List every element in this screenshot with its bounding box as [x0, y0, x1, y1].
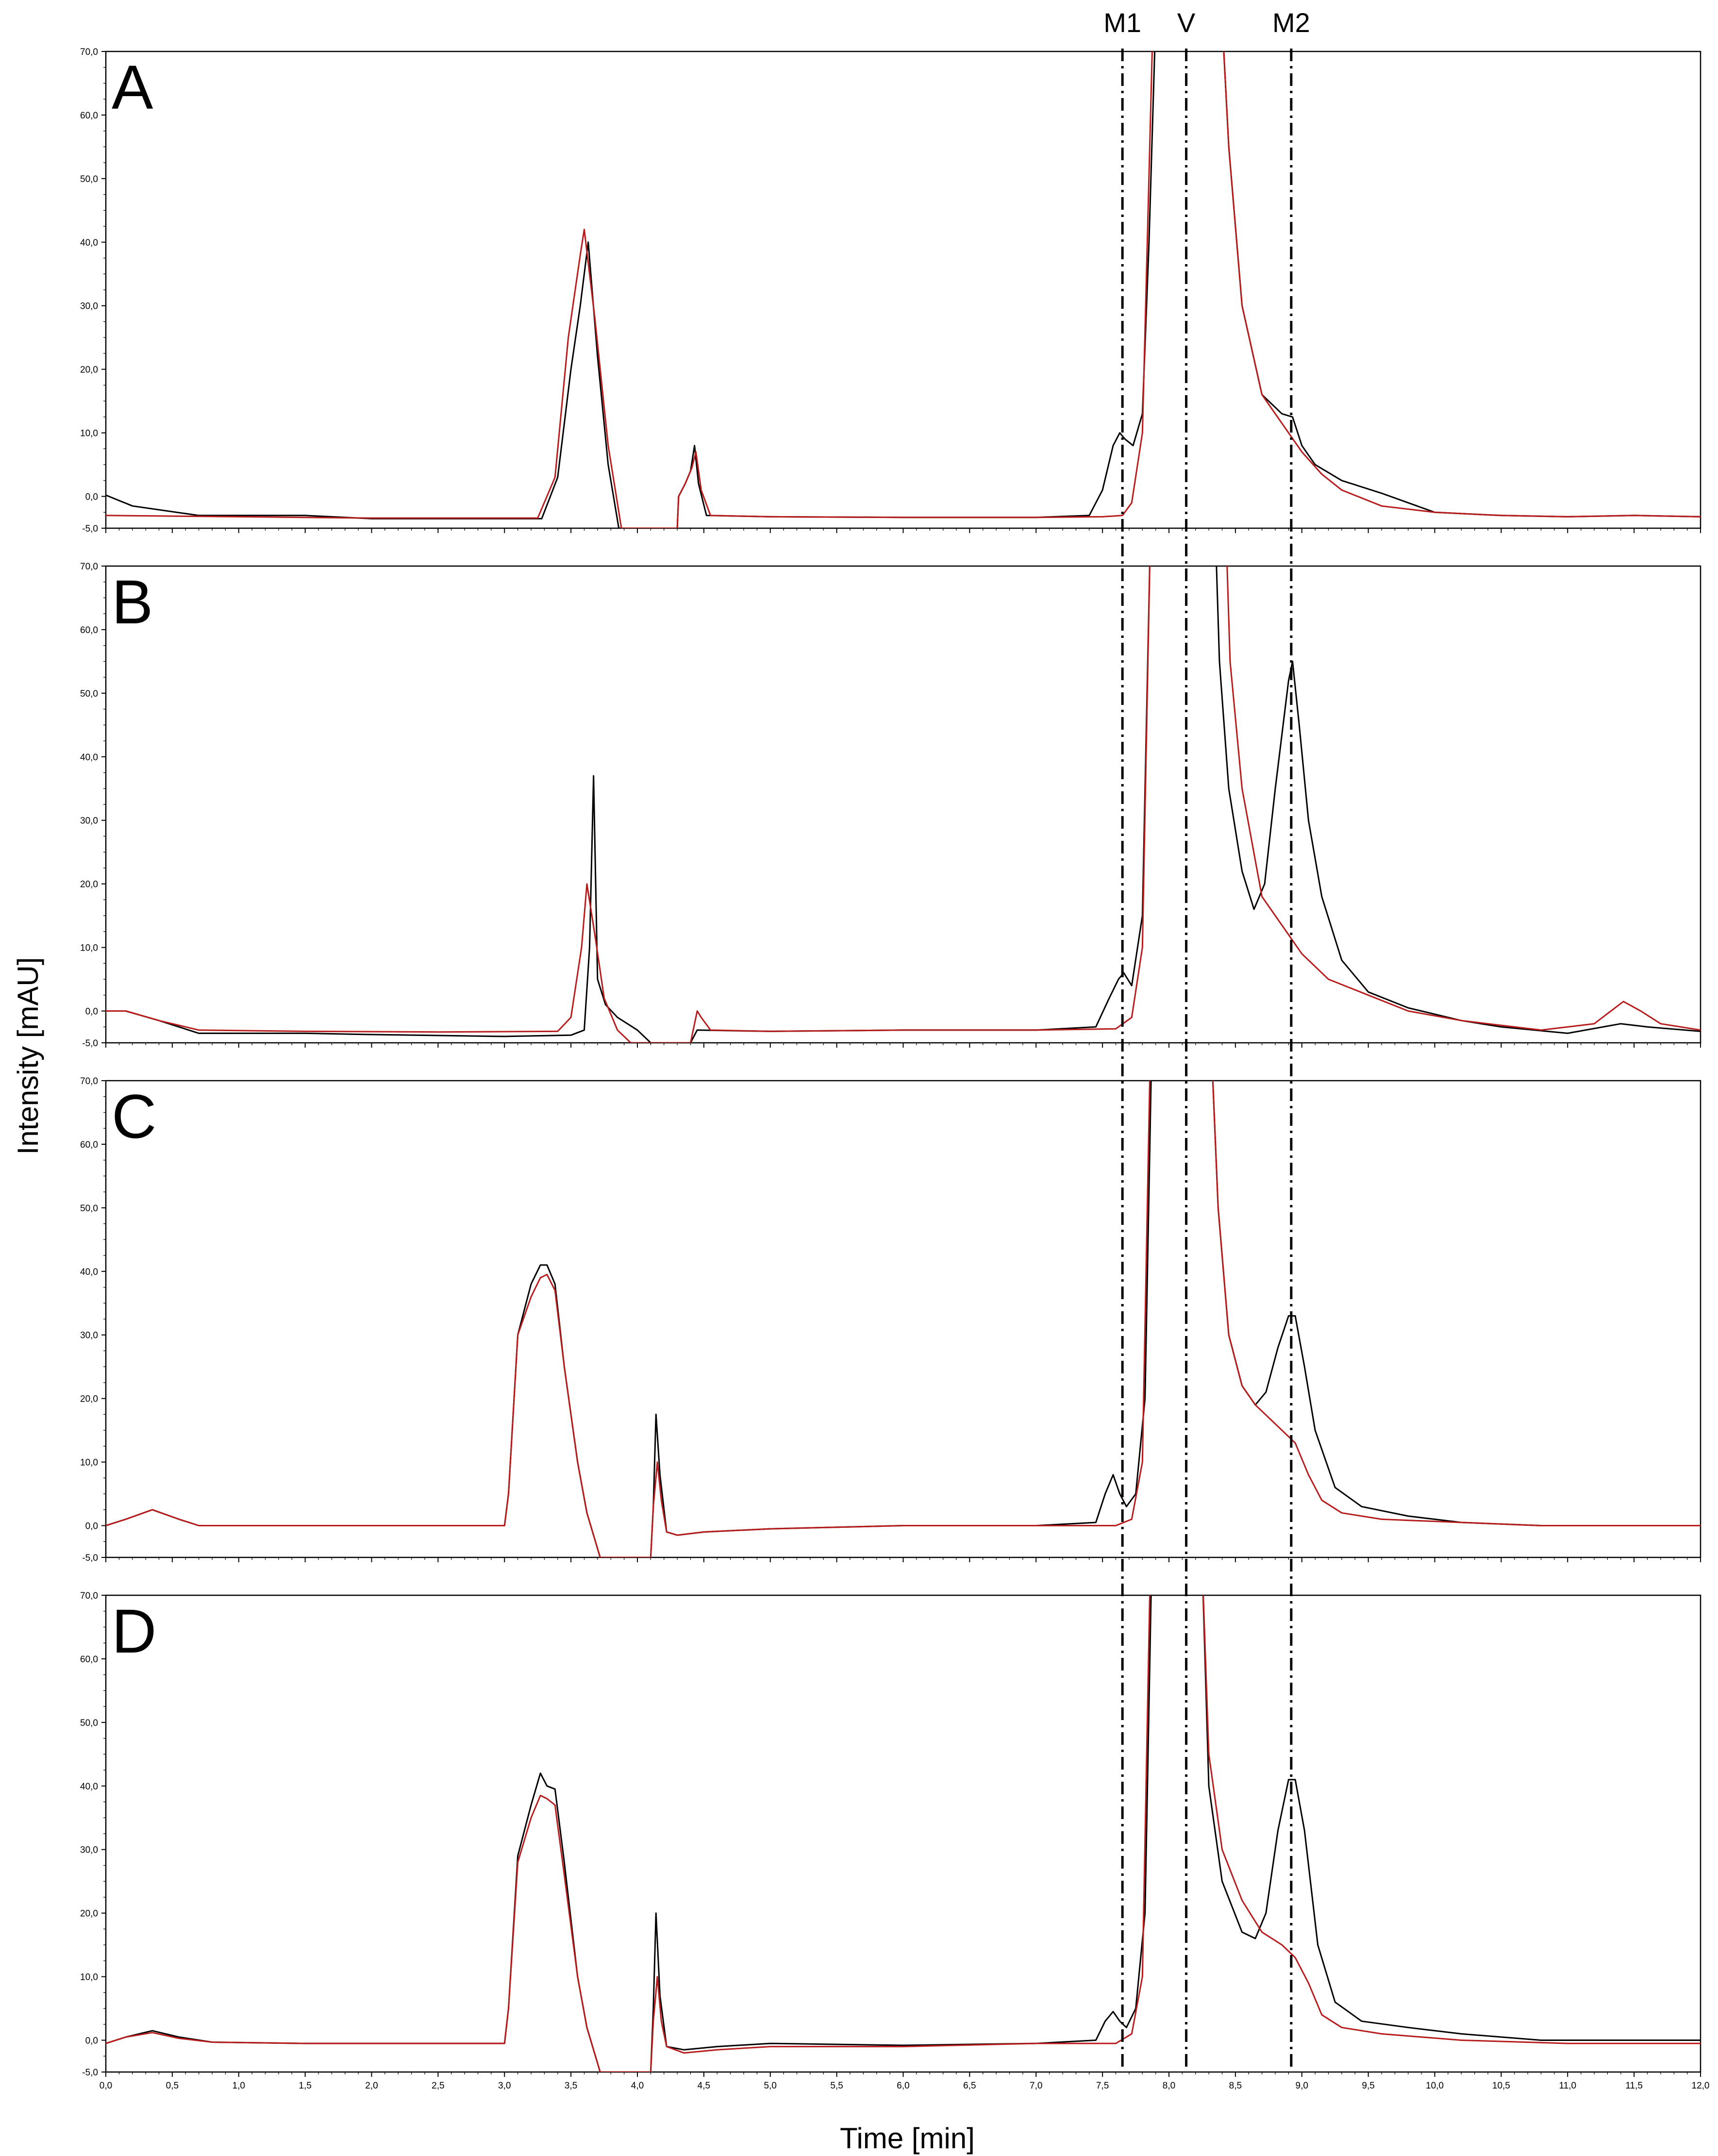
series-line-red: [106, 1081, 1701, 1557]
panel-label: B: [112, 568, 153, 637]
x-axis-title: Time [min]: [840, 2122, 975, 2155]
x-tick-label: 9,0: [1296, 2081, 1308, 2091]
panel-label: A: [112, 53, 153, 122]
x-tick-label: 7,5: [1096, 2081, 1109, 2091]
y-tick-label: -5,0: [82, 1553, 98, 1563]
y-tick-label: 20,0: [80, 1394, 98, 1404]
y-tick-label: 40,0: [80, 1267, 98, 1277]
x-tick-label: 2,5: [432, 2081, 444, 2091]
y-tick-label: 70,0: [80, 1076, 98, 1086]
y-tick-label: 20,0: [80, 1909, 98, 1919]
y-tick-label: 30,0: [80, 1845, 98, 1855]
panel-a: -5,0 0,0 10,0 20,0 30,0 40,0 50,0 60,0 70,0 A: [80, 47, 1701, 534]
panels-layer: -5,00,010,020,030,040,050,060,070,0A-5,0…: [80, 47, 1710, 2091]
y-tick-label: 40,0: [80, 1782, 98, 1792]
y-tick-label: 0,0: [85, 2036, 98, 2046]
x-tick-label: 0,0: [100, 2081, 112, 2091]
y-tick-label: 60,0: [80, 1655, 98, 1665]
y-tick-label: 10,0: [80, 1458, 98, 1468]
series-line-black: [106, 566, 1701, 1043]
y-tick-label: 70,0: [80, 47, 98, 57]
y-tick-label: -5,0: [82, 524, 98, 534]
x-tick-label: 8,0: [1163, 2081, 1175, 2091]
y-tick-label: 60,0: [80, 111, 98, 121]
y-tick-label: 10,0: [80, 943, 98, 953]
y-tick-label: 60,0: [80, 625, 98, 635]
y-axis-title: Intensity [mAU]: [12, 957, 44, 1155]
x-tick-label: 12,0: [1692, 2081, 1710, 2091]
x-tick-label: 4,5: [698, 2081, 710, 2091]
x-tick-label: 6,0: [897, 2081, 909, 2091]
y-tick-label: 30,0: [80, 301, 98, 312]
y-tick-label: 20,0: [80, 365, 98, 375]
y-tick-label: 10,0: [80, 429, 98, 439]
y-tick-label: 30,0: [80, 816, 98, 826]
x-tick-label: 3,5: [565, 2081, 577, 2091]
y-tick-label: -5,0: [82, 2068, 98, 2078]
marker-label-m1: M1: [1103, 7, 1141, 38]
x-tick-label: 11,0: [1559, 2081, 1576, 2091]
series-line-red: [106, 1595, 1701, 2072]
series-line-red: [106, 566, 1701, 1043]
x-tick-label: 1,5: [299, 2081, 311, 2091]
x-tick-label: 10,5: [1492, 2081, 1510, 2091]
y-tick-label: 50,0: [80, 1203, 98, 1214]
panel-c: -5,0 0,0 10,0 20,0 30,0 40,0 50,0 60,0 70,0 C: [80, 1076, 1701, 1563]
x-tick-label: 4,0: [631, 2081, 644, 2091]
x-tick-label: 10,0: [1426, 2081, 1444, 2091]
y-tick-label: 40,0: [80, 238, 98, 248]
y-tick-label: -5,0: [82, 1038, 98, 1049]
y-tick-label: 0,0: [85, 1521, 98, 1532]
x-tick-label: 8,5: [1229, 2081, 1242, 2091]
marker-label-m2: M2: [1272, 7, 1310, 38]
x-tick-label: 3,0: [498, 2081, 511, 2091]
x-tick-label: 6,5: [963, 2081, 976, 2091]
series-line-red: [106, 51, 1701, 528]
y-tick-label: 20,0: [80, 880, 98, 890]
x-tick-label: 5,5: [830, 2081, 843, 2091]
panel-label: C: [112, 1082, 156, 1152]
y-tick-label: 0,0: [85, 492, 98, 502]
panel-d: -5,00,010,020,030,040,050,060,070,00,0 0,…: [80, 1591, 1710, 2091]
y-tick-label: 70,0: [80, 562, 98, 572]
y-tick-label: 50,0: [80, 174, 98, 184]
y-tick-label: 70,0: [80, 1591, 98, 1601]
y-tick-label: 60,0: [80, 1140, 98, 1150]
panel-b: -5,0 0,0 10,0 20,0 30,0 40,0 50,0 60,0 70,0 B: [80, 562, 1701, 1049]
x-tick-label: 7,0: [1030, 2081, 1042, 2091]
x-tick-label: 11,5: [1625, 2081, 1643, 2091]
y-tick-label: 50,0: [80, 1718, 98, 1728]
y-tick-label: 30,0: [80, 1331, 98, 1341]
y-tick-label: 50,0: [80, 689, 98, 699]
y-tick-label: 10,0: [80, 1972, 98, 1983]
x-tick-label: 9,5: [1362, 2081, 1374, 2091]
panel-label: D: [112, 1597, 156, 1666]
x-tick-label: 5,0: [764, 2081, 777, 2091]
x-tick-label: 1,0: [233, 2081, 245, 2091]
x-tick-label: 2,0: [365, 2081, 378, 2091]
axis-titles-layer: Time [min] Intensity [mAU]: [12, 957, 975, 2155]
x-tick-label: 0,5: [166, 2081, 179, 2091]
marker-label-v: V: [1177, 7, 1196, 38]
y-tick-label: 0,0: [85, 1007, 98, 1017]
marker-lines-layer: M1 V M2: [1103, 7, 1310, 2072]
y-tick-label: 40,0: [80, 752, 98, 763]
